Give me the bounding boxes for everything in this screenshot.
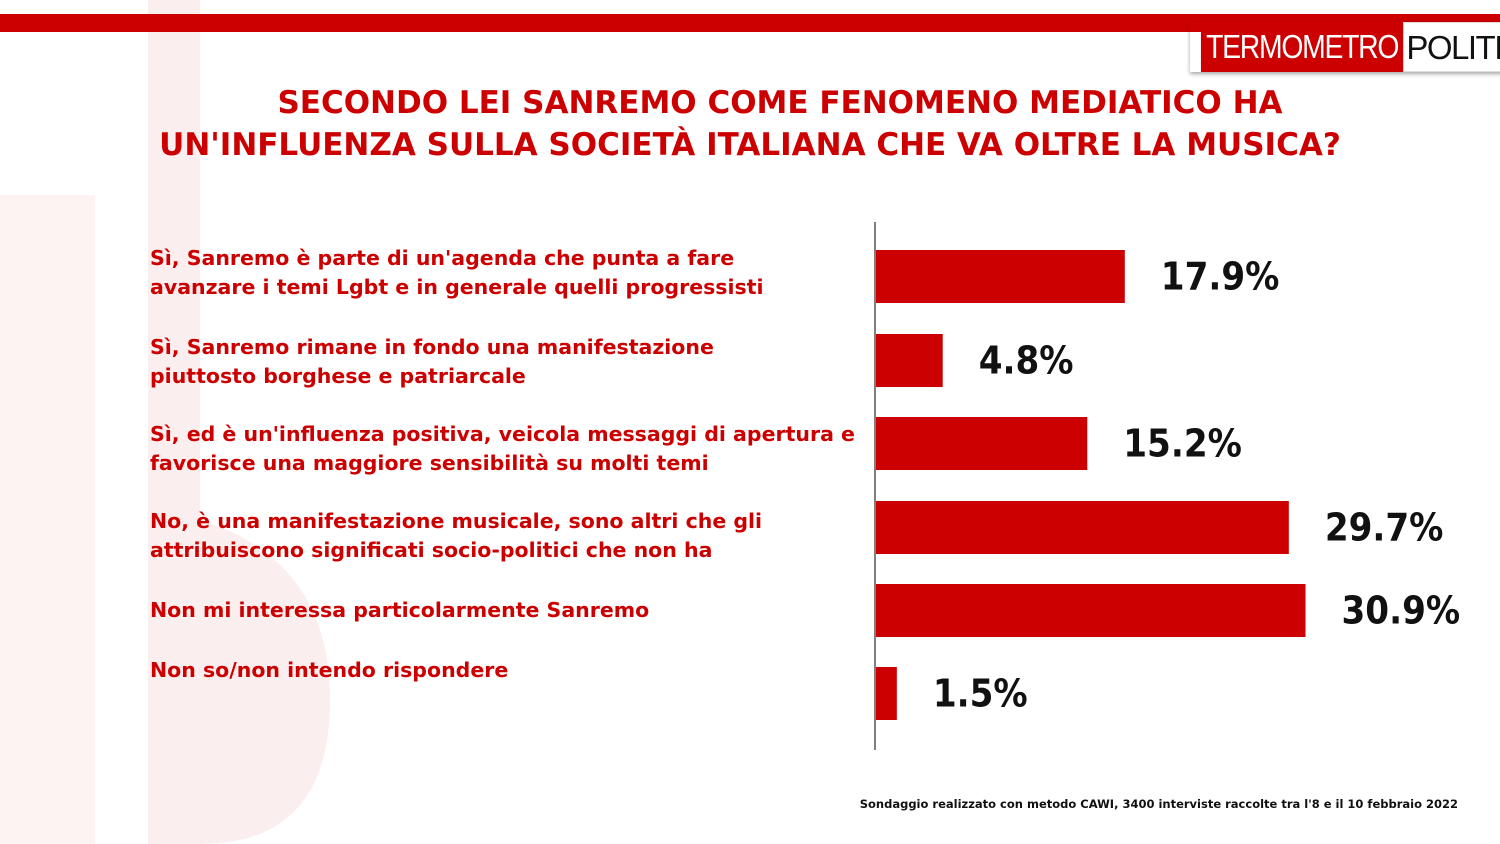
bar-2 xyxy=(876,417,1088,470)
category-label-0: Sì, Sanremo è parte di un'agenda che pun… xyxy=(150,244,870,302)
category-label-0-line-1: avanzare i temi Lgbt e in generale quell… xyxy=(150,275,764,299)
bar-5 xyxy=(876,667,897,720)
chart-title-line-1: SECONDO LEI SANREMO COME FENOMENO MEDIAT… xyxy=(277,85,1283,121)
category-label-2-line-0: Sì, ed è un'influenza positiva, veicola … xyxy=(150,422,855,446)
category-label-2-line-1: favorisce una maggiore sensibilità su mo… xyxy=(150,451,709,475)
category-label-2: Sì, ed è un'influenza positiva, veicola … xyxy=(150,420,870,478)
value-label-5: 1.5% xyxy=(933,672,1028,716)
category-label-1: Sì, Sanremo rimane in fondo una manifest… xyxy=(150,333,870,391)
bar-3 xyxy=(876,501,1289,554)
value-label-3: 29.7% xyxy=(1325,506,1444,550)
category-label-1-line-0: Sì, Sanremo rimane in fondo una manifest… xyxy=(150,335,714,359)
value-label-0: 17.9% xyxy=(1161,255,1280,299)
value-label-4: 30.9% xyxy=(1342,589,1461,633)
value-label-1: 4.8% xyxy=(979,339,1074,383)
category-label-5: Non so/non intendo rispondere xyxy=(150,656,870,685)
logo-part-termometro: TERMOMETRO xyxy=(1200,22,1404,72)
termometro-politico-logo: TERMOMETRO POLITICO xyxy=(1190,22,1500,72)
category-label-4-line-0: Non mi interessa particolarmente Sanremo xyxy=(150,598,650,622)
bar-0 xyxy=(876,250,1125,303)
category-label-1-line-1: piuttosto borghese e patriarcale xyxy=(150,364,526,388)
top-red-bar xyxy=(0,14,1500,32)
category-label-4: Non mi interessa particolarmente Sanremo xyxy=(150,596,870,625)
logo-part-politico: POLITICO xyxy=(1403,22,1500,72)
chart-title-line-2: UN'INFLUENZA SULLA SOCIETÀ ITALIANA CHE … xyxy=(159,127,1341,163)
category-label-5-line-0: Non so/non intendo rispondere xyxy=(150,658,509,682)
category-label-3-line-0: No, è una manifestazione musicale, sono … xyxy=(150,509,763,533)
category-label-0-line-0: Sì, Sanremo è parte di un'agenda che pun… xyxy=(150,246,735,270)
category-label-3: No, è una manifestazione musicale, sono … xyxy=(150,507,870,565)
survey-footnote: Sondaggio realizzato con metodo CAWI, 34… xyxy=(859,797,1458,811)
bar-1 xyxy=(876,334,943,387)
category-label-3-line-1: attribuiscono significati socio-politici… xyxy=(150,538,713,562)
chart-title: SECONDO LEI SANREMO COME FENOMENO MEDIAT… xyxy=(0,82,1500,166)
bar-4 xyxy=(876,584,1306,637)
value-label-2: 15.2% xyxy=(1123,422,1242,466)
